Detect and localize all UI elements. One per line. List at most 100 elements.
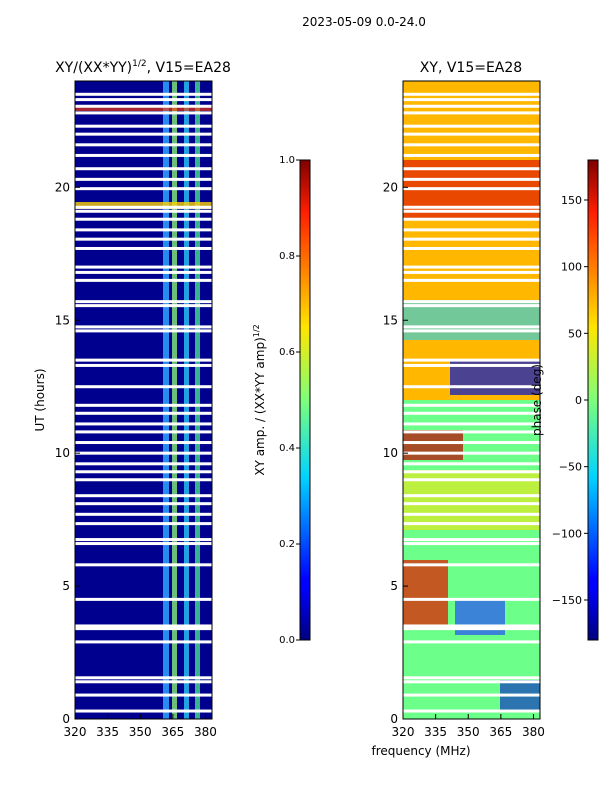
left-flagged-row [75, 270, 212, 274]
right-flagged-row [403, 627, 540, 631]
right-colorbar-gradient [587, 159, 599, 641]
left-flagged-row [75, 512, 212, 516]
right-flagged-row [403, 478, 540, 482]
right-y-tick-label: 20 [383, 180, 398, 194]
left-flagged-row [75, 237, 212, 241]
right-flagged-row [403, 104, 540, 108]
left-x-tick-label: 365 [161, 725, 184, 739]
left-flagged-row [75, 132, 212, 136]
right-heatmap-plot [402, 80, 541, 720]
right-flagged-row [403, 205, 540, 209]
left-flagged-row [75, 228, 212, 232]
left-flagged-row [75, 462, 212, 466]
left-colorbar-tick-label: 0.2 [279, 539, 295, 550]
left-flagged-row [75, 111, 212, 115]
right-flagged-row [403, 363, 540, 367]
right-flagged-row [403, 693, 540, 697]
right-flagged-row [403, 167, 540, 171]
right-x-tick-label: 350 [457, 725, 480, 739]
right-flagged-row [403, 522, 540, 526]
left-flagged-row [75, 640, 212, 644]
right-flagged-row [403, 304, 540, 308]
right-flagged-row [403, 92, 540, 96]
right-colorbar-tick-label: 0 [575, 394, 582, 407]
left-flagged-row [75, 709, 212, 713]
right-colorbar-tick-label: 150 [561, 194, 582, 207]
shared-x-axis-label: frequency (MHz) [371, 744, 470, 758]
right-y-tick-label: 15 [383, 313, 398, 327]
left-flagged-row [75, 627, 212, 631]
right-flagged-row [403, 217, 540, 221]
right-flagged-row [403, 187, 540, 191]
right-flagged-row [403, 422, 540, 426]
right-colorbar-tick-label: −100 [552, 527, 582, 540]
left-flagged-row [75, 411, 212, 415]
left-flagged-row [75, 104, 212, 108]
right-flagged-row [403, 132, 540, 136]
left-flagged-row [75, 676, 212, 680]
left-flagged-row [75, 153, 212, 157]
left-flagged-row [75, 441, 212, 445]
right-flagged-row [403, 177, 540, 181]
left-flagged-row [75, 217, 212, 221]
left-flagged-row [75, 478, 212, 482]
right-flagged-row [403, 265, 540, 269]
right-plot-frame [402, 80, 541, 720]
right-y-tick-label: 5 [390, 579, 398, 593]
right-flagged-row [403, 403, 540, 407]
right-flagged-row [403, 676, 540, 680]
left-flagged-row [75, 187, 212, 191]
left-title-main: XY/(XX*YY) [55, 60, 132, 76]
right-x-tick-label: 320 [392, 725, 415, 739]
left-y-axis-label: UT (hours) [33, 368, 47, 431]
right-flagged-row [403, 538, 540, 542]
left-flagged-row [75, 98, 212, 102]
right-flagged-row [403, 143, 540, 147]
right-flagged-row [403, 209, 540, 213]
right-x-tick-label: 380 [522, 725, 545, 739]
right-flagged-row [403, 512, 540, 516]
right-flagged-row [403, 124, 540, 128]
right-flagged-row [403, 462, 540, 466]
right-red-region-ut5 [403, 560, 448, 630]
right-flagged-row [403, 430, 540, 434]
right-flagged-row [403, 325, 540, 329]
left-flagged-row [75, 624, 212, 628]
left-y-tick-label: 0 [62, 712, 70, 726]
left-panel-title: XY/(XX*YY)1/2, V15=EA28 [55, 59, 231, 76]
right-flagged-row [403, 237, 540, 241]
right-colorbar-tick-label: 100 [561, 261, 582, 274]
left-flagged-row [75, 430, 212, 434]
right-flagged-row [403, 680, 540, 684]
left-flagged-row [75, 403, 212, 407]
left-colorbar-tick-label: 0.8 [279, 251, 295, 262]
right-flagged-row [403, 278, 540, 282]
left-y-tick-label: 5 [62, 579, 70, 593]
right-colorbar-tick-label: −50 [559, 461, 582, 474]
left-title-sup: 1/2 [132, 59, 146, 69]
left-colorbar-label-main: XY amp. / (XX*YY amp) [253, 337, 267, 475]
left-flagged-row [75, 304, 212, 308]
right-y-tick-label: 0 [390, 712, 398, 726]
left-plot-frame [74, 80, 213, 720]
right-flagged-row [403, 153, 540, 157]
right-colorbar [587, 159, 599, 641]
left-x-tick-label: 380 [194, 725, 217, 739]
right-red-region-ut10 [403, 430, 463, 460]
left-flagged-row [75, 385, 212, 389]
right-flagged-row [403, 270, 540, 274]
left-flagged-row [75, 563, 212, 567]
right-flagged-row [403, 542, 540, 546]
left-flagged-row [75, 422, 212, 426]
left-flagged-row [75, 597, 212, 601]
right-colorbar-tick-label: −150 [552, 594, 582, 607]
right-flagged-row [403, 111, 540, 115]
left-title-suffix: , V15=EA28 [147, 60, 231, 76]
left-flagged-row [75, 538, 212, 542]
left-colorbar-gradient [299, 159, 311, 641]
left-flagged-row [75, 325, 212, 329]
left-flagged-row [75, 693, 212, 697]
right-flagged-row [403, 411, 540, 415]
left-bright-band-377 [184, 81, 189, 719]
